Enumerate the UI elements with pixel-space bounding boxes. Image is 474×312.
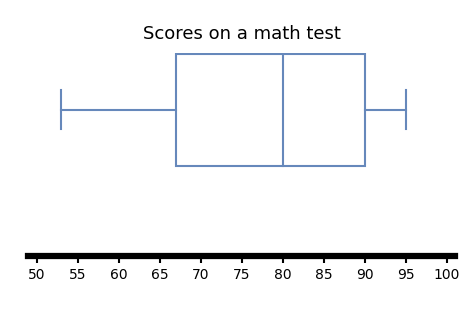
Bar bbox=[176, 54, 365, 166]
Title: Scores on a math test: Scores on a math test bbox=[143, 25, 341, 43]
